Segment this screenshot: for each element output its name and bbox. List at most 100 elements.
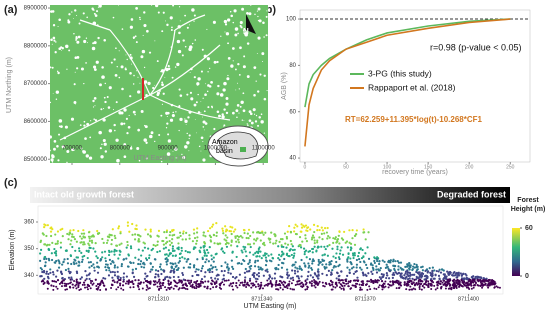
point [110, 283, 113, 286]
point [427, 280, 430, 283]
point [92, 282, 95, 285]
point [186, 258, 189, 261]
point [335, 277, 338, 280]
map-gap [225, 32, 230, 36]
point [245, 286, 248, 289]
point [280, 266, 284, 269]
point [206, 229, 210, 233]
point [44, 261, 47, 264]
point [138, 288, 141, 291]
point [317, 270, 320, 273]
point [193, 281, 196, 284]
point [167, 249, 170, 252]
point [104, 257, 107, 260]
point [241, 236, 244, 239]
map-gap [229, 10, 232, 13]
point [243, 231, 246, 235]
map-gap [237, 32, 239, 35]
point [329, 280, 332, 283]
map-gap [143, 11, 146, 14]
point [146, 233, 150, 236]
point [81, 255, 84, 258]
point [266, 279, 269, 282]
map-gap [123, 108, 127, 112]
point [466, 282, 469, 285]
point [199, 246, 202, 249]
point [195, 231, 199, 234]
point [315, 250, 318, 253]
point [270, 285, 273, 288]
point [116, 277, 120, 280]
map-gap [235, 68, 237, 71]
map-gap [171, 113, 175, 118]
map-gap [93, 65, 97, 69]
point [341, 253, 345, 256]
point [44, 224, 47, 227]
point [352, 279, 355, 282]
point [311, 280, 314, 283]
map-gap [184, 145, 188, 149]
point [437, 280, 440, 283]
map-gap [93, 41, 97, 45]
map-gap [219, 93, 224, 97]
point [274, 284, 277, 287]
map-gap [235, 109, 239, 113]
point [444, 281, 447, 284]
map-gap [202, 120, 206, 124]
map-gap [86, 122, 90, 126]
map-gap [98, 130, 102, 135]
point [232, 281, 235, 284]
point [248, 259, 251, 262]
point [259, 250, 262, 253]
map-gap [205, 83, 207, 85]
point [210, 264, 213, 267]
point [75, 240, 78, 243]
point [394, 260, 397, 263]
map-gap [135, 7, 138, 10]
map-gap [65, 44, 69, 49]
point [182, 232, 185, 235]
point [98, 232, 101, 235]
point [349, 242, 353, 245]
point [333, 237, 337, 240]
map-gap [161, 83, 164, 87]
point [99, 288, 102, 291]
map-gap [67, 20, 71, 24]
point [253, 265, 257, 268]
map-gap [184, 118, 186, 120]
point [178, 252, 182, 256]
point [215, 281, 218, 284]
point [87, 231, 91, 234]
x-axis-label: recovery time (years) [382, 169, 448, 176]
point [80, 251, 83, 254]
point [253, 272, 256, 275]
point [170, 286, 173, 289]
point [288, 280, 291, 283]
point [415, 266, 418, 269]
point [243, 279, 246, 282]
point [70, 276, 73, 279]
point [300, 285, 303, 288]
map-gap [206, 28, 208, 30]
point [325, 263, 328, 266]
point [131, 222, 134, 226]
point [256, 277, 259, 281]
map-gap [158, 134, 161, 137]
point [115, 244, 119, 247]
point [193, 236, 197, 240]
point [144, 228, 147, 231]
point [127, 282, 130, 285]
point [113, 274, 117, 277]
point [310, 268, 314, 271]
point [307, 270, 310, 273]
map-gap [49, 66, 52, 69]
point [427, 286, 430, 289]
map-gap [233, 9, 237, 13]
point [185, 231, 188, 235]
point [316, 239, 319, 242]
point [246, 243, 250, 246]
map-gap [167, 65, 170, 68]
point [432, 281, 435, 284]
map-gap [51, 43, 53, 45]
point [275, 239, 278, 242]
